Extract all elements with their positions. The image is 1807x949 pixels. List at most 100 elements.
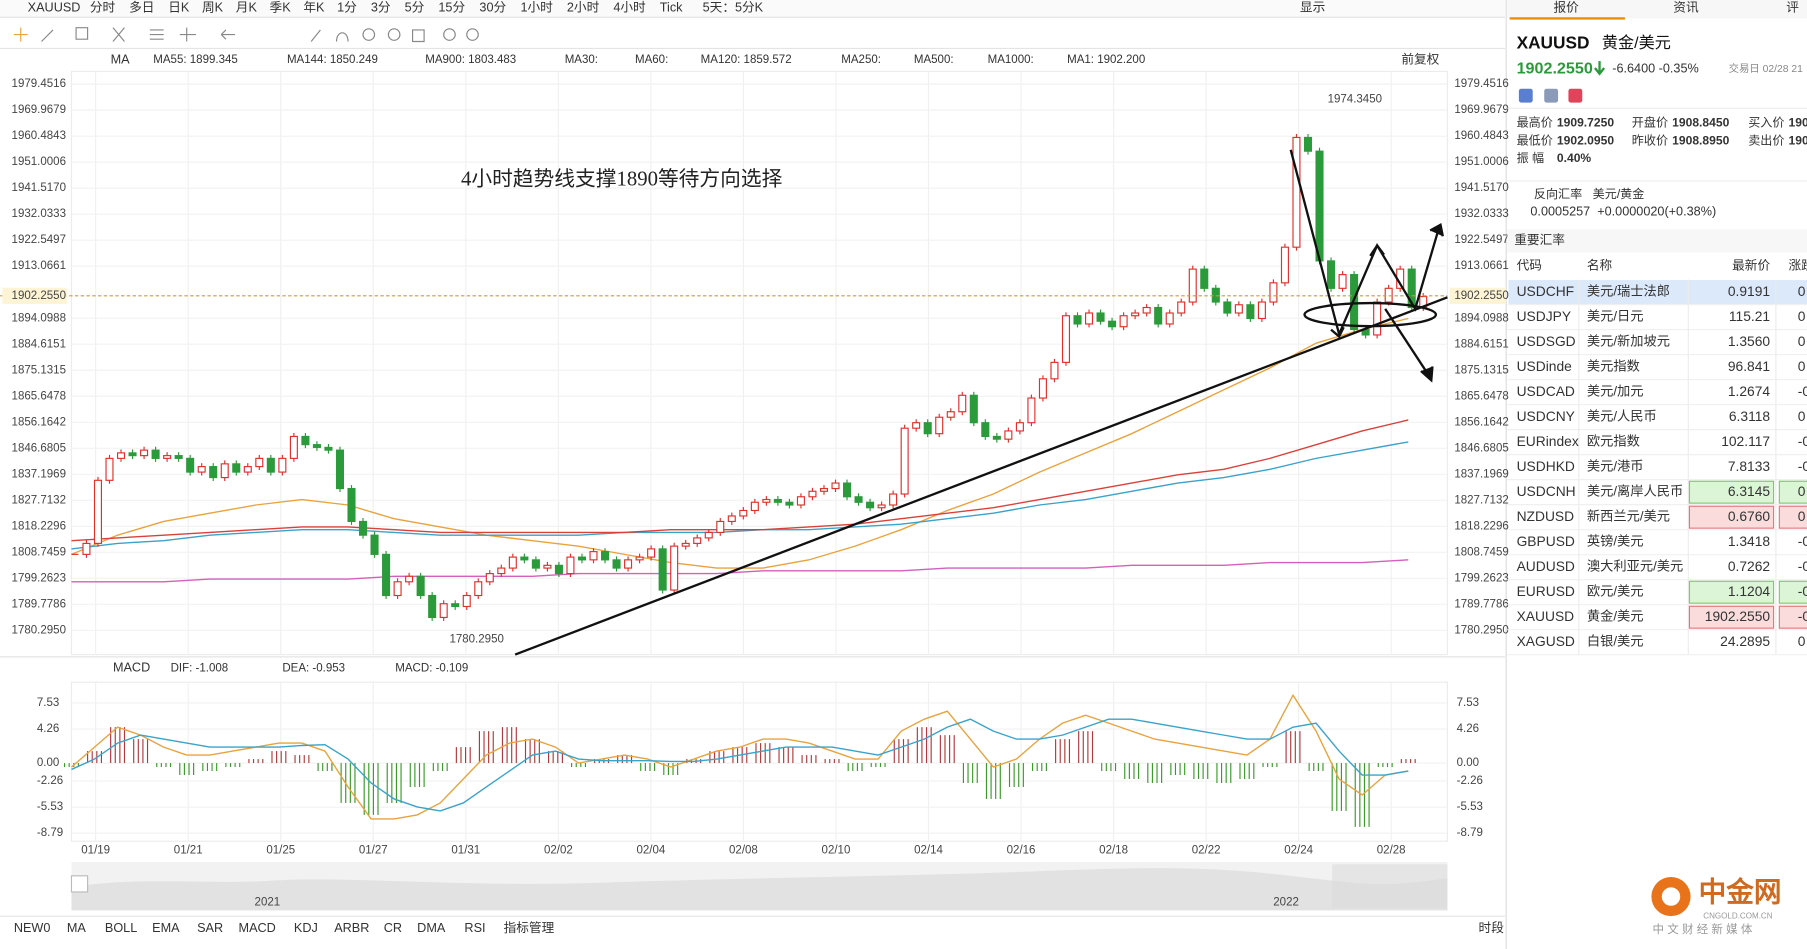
macd-legend-item[interactable]: MACD: -0.109 [395,662,468,674]
period-tab[interactable]: 多日 [129,0,154,14]
macd-title[interactable]: MACD [113,661,150,675]
period-tab[interactable]: 3分 [371,0,391,14]
action-icon[interactable] [1544,88,1559,103]
row-code[interactable]: USDCNY [1517,408,1575,424]
drawing-tools[interactable] [13,27,479,43]
row-name[interactable]: 白银/美元 [1587,634,1644,649]
candle [785,501,794,506]
ma-legend-item[interactable]: MA250: [841,54,881,66]
table-header[interactable]: 代码 [1517,259,1542,273]
row-name[interactable]: 美元/瑞士法郎 [1587,284,1670,299]
adjust-mode[interactable]: 前复权 [1401,51,1439,66]
period-tab[interactable]: 日K [168,0,190,14]
row-name[interactable]: 英镑/美元 [1587,534,1644,549]
period-tab[interactable]: 周K [202,0,224,14]
row-code[interactable]: USDinde [1517,358,1573,374]
ma-title[interactable]: MA [111,52,131,66]
ma-legend-item[interactable]: MA1: 1902.200 [1067,54,1145,66]
row-code[interactable]: EURUSD [1517,583,1575,599]
y-tick-label: 1799.2623 [12,572,66,584]
row-name[interactable]: 美元/离岸人民币 [1587,483,1683,499]
period-tab[interactable]: Tick [660,0,683,14]
row-name[interactable]: 澳大利亚元/美元 [1587,559,1683,574]
period-tab[interactable]: 1小时 [520,0,553,14]
macd-legend-item[interactable]: DIF: -1.008 [171,662,229,674]
row-name[interactable]: 美元/港币 [1587,459,1644,474]
row-code[interactable]: XAGUSD [1517,633,1575,649]
candle [289,435,298,459]
indicator-tab[interactable]: 指标管理 [504,921,555,935]
ma-legend-item[interactable]: MA144: 1850.249 [287,54,378,66]
indicator-tab[interactable]: CR [384,921,402,935]
panel-tab[interactable]: 评 [1786,0,1799,14]
ma-legend-item[interactable]: MA30: [565,54,598,66]
y-tick-label: -8.79 [1457,827,1483,839]
period-tab[interactable]: 季K [270,0,292,14]
candle [93,479,103,544]
indicator-tab[interactable]: NEW0 [14,921,51,935]
row-name[interactable]: 美元/人民币 [1587,409,1657,424]
action-icon[interactable] [1518,88,1533,103]
table-header[interactable]: 涨跌 [1789,258,1807,273]
candle [1131,312,1140,317]
row-name[interactable]: 美元指数 [1587,359,1640,374]
table-header[interactable]: 名称 [1587,258,1613,273]
ma-legend-item[interactable]: MA500: [914,54,954,66]
row-name[interactable]: 新西兰元/美元 [1587,509,1670,524]
indicator-tab[interactable]: KDJ [294,921,318,935]
indicator-tab[interactable]: BOLL [105,921,137,935]
row-code[interactable]: USDSGD [1517,333,1576,349]
ma-legend-item[interactable]: MA1000: [988,54,1034,66]
ma-legend-item[interactable]: MA55: 1899.345 [153,54,238,66]
row-code[interactable]: USDCNH [1517,483,1576,499]
indicator-tab[interactable]: EMA [152,921,180,935]
indicator-tab[interactable]: RSI [464,921,485,935]
action-icon[interactable] [1568,88,1583,103]
symbol[interactable]: XAUUSD [28,0,81,14]
panel-tab[interactable]: 资讯 [1673,0,1699,14]
period-tab[interactable]: 1分 [337,0,357,14]
ma-legend-item[interactable]: MA120: 1859.572 [701,54,792,66]
period-button[interactable]: 时段 [1479,921,1505,935]
period-tab[interactable]: 5天：5分K [703,0,764,14]
period-tab[interactable]: 2小时 [567,0,600,14]
row-code[interactable]: XAUUSD [1517,608,1575,624]
panel-tab[interactable]: 报价 [1553,0,1579,14]
row-code[interactable]: USDCAD [1517,383,1575,399]
macd-legend-item[interactable]: DEA: -0.953 [282,662,345,674]
period-tab[interactable]: 4小时 [613,0,646,14]
indicator-tab[interactable]: SAR [197,921,223,935]
indicator-tab[interactable]: MACD [239,921,276,935]
display-menu[interactable]: 显示 [1300,0,1325,14]
candle [335,449,345,490]
row-name[interactable]: 美元/日元 [1587,309,1644,324]
row-name[interactable]: 欧元/美元 [1587,584,1644,599]
navigator-handle[interactable] [70,875,89,893]
row-name[interactable]: 欧元指数 [1587,434,1640,449]
row-code[interactable]: GBPUSD [1517,533,1575,549]
row-code[interactable]: USDJPY [1517,308,1572,324]
indicator-tab[interactable]: ARBR [334,921,369,935]
row-code[interactable]: USDHKD [1517,458,1575,474]
row-code[interactable]: EURindex [1517,433,1579,449]
period-tab[interactable]: 15分 [438,0,465,14]
period-tab[interactable]: 月K [236,0,258,14]
row-code[interactable]: AUDUSD [1517,558,1575,574]
period-tab[interactable]: 30分 [479,0,506,14]
row-name[interactable]: 美元/新加坡元 [1587,334,1670,349]
row-code[interactable]: USDCHF [1517,283,1575,299]
period-tab[interactable]: 分时 [90,0,116,14]
indicator-tab[interactable]: MA [67,921,87,935]
period-tab[interactable]: 5分 [405,0,425,14]
ma-legend-item[interactable]: MA900: 1803.483 [425,54,516,66]
candle [877,504,886,509]
row-code[interactable]: NZDUSD [1517,508,1575,524]
navigator-window[interactable] [1332,864,1448,909]
ma-legend-item[interactable]: MA60: [635,54,668,66]
period-tab[interactable]: 年K [303,0,325,14]
candle [1085,312,1094,325]
table-header[interactable]: 最新价 [1732,258,1770,273]
indicator-tab[interactable]: DMA [417,921,446,935]
row-name[interactable]: 美元/加元 [1587,384,1644,399]
row-name[interactable]: 黄金/美元 [1587,609,1644,624]
